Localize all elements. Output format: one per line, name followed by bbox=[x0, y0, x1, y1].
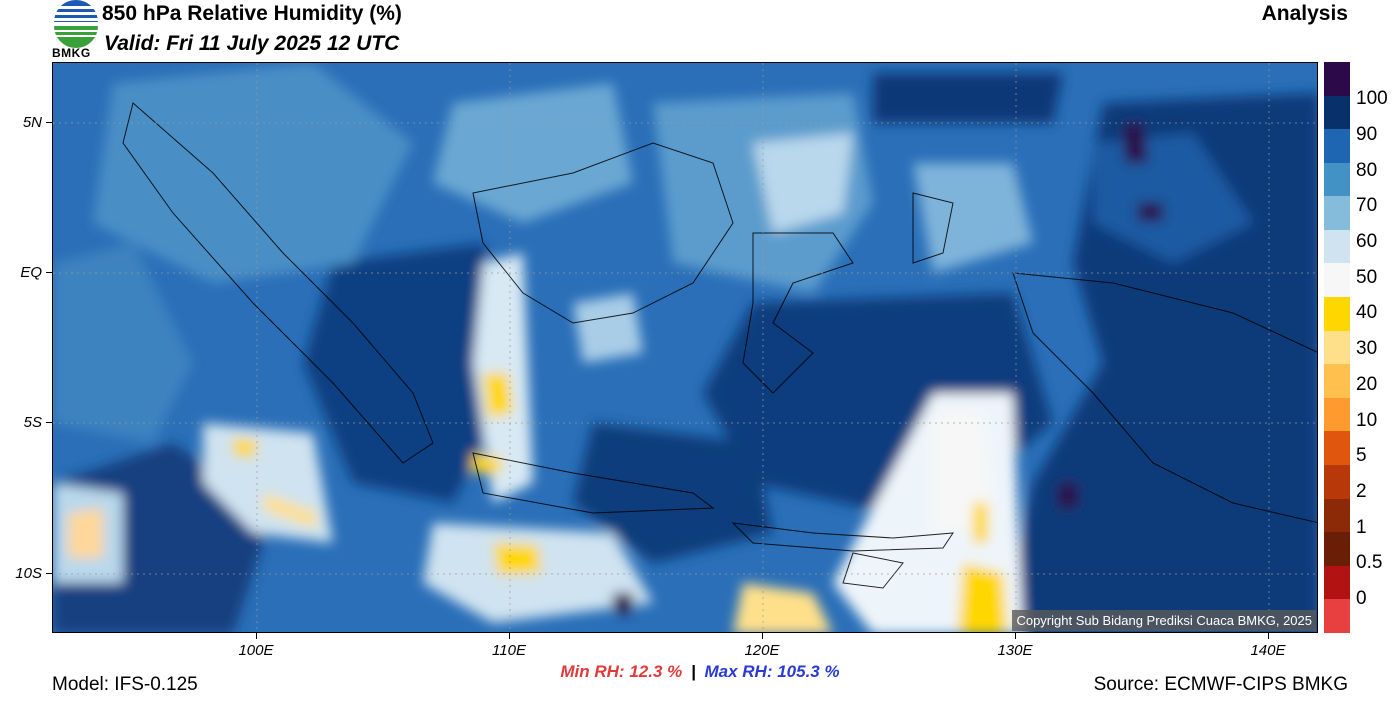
colorbar-segment bbox=[1324, 397, 1350, 432]
stats-separator: | bbox=[690, 662, 696, 681]
humidity-field bbox=[53, 63, 1317, 632]
colorbar-segment bbox=[1324, 62, 1350, 96]
colorbar-label: 60 bbox=[1356, 231, 1378, 252]
lon-tick bbox=[1015, 633, 1016, 639]
min-rh: Min RH: 12.3 % bbox=[560, 662, 683, 681]
lat-label-5s: 5S bbox=[23, 414, 42, 431]
colorbar-label: 80 bbox=[1356, 160, 1378, 181]
colorbar-segment bbox=[1324, 95, 1350, 130]
colorbar-label: 0.5 bbox=[1356, 552, 1383, 573]
lat-tick bbox=[46, 272, 52, 273]
valid-time: Valid: Fri 11 July 2025 12 UTC bbox=[104, 32, 400, 55]
lon-label-120e: 120E bbox=[744, 642, 780, 659]
colorbar-segment bbox=[1324, 129, 1350, 163]
lon-label-130e: 130E bbox=[997, 642, 1033, 659]
colorbar bbox=[1324, 62, 1350, 633]
map-title: 850 hPa Relative Humidity (%) bbox=[102, 2, 402, 25]
colorbar-segment bbox=[1324, 532, 1350, 566]
lon-label-110e: 110E bbox=[492, 642, 526, 659]
lat-label-eq: EQ bbox=[20, 264, 42, 281]
lon-label-100e: 100E bbox=[238, 642, 274, 659]
source-label: Source: ECMWF-CIPS BMKG bbox=[1093, 674, 1348, 695]
colorbar-segment bbox=[1324, 297, 1350, 331]
model-label: Model: IFS-0.125 bbox=[52, 674, 198, 695]
humidity-map bbox=[52, 62, 1318, 633]
lat-label-10s: 10S bbox=[15, 565, 42, 582]
lat-tick bbox=[46, 422, 52, 423]
bmkg-logo-icon bbox=[54, 0, 98, 48]
lon-label-140e: 140E bbox=[1250, 642, 1286, 659]
lon-tick bbox=[256, 633, 257, 639]
logo-text: BMKG bbox=[52, 46, 91, 60]
colorbar-label: 0 bbox=[1356, 588, 1367, 609]
colorbar-segment bbox=[1324, 565, 1350, 600]
colorbar-label: 30 bbox=[1356, 338, 1378, 359]
colorbar-label: 20 bbox=[1356, 374, 1378, 395]
colorbar-label: 70 bbox=[1356, 195, 1378, 216]
rh-stats: Min RH: 12.3 % | Max RH: 105.3 % bbox=[0, 662, 1400, 682]
colorbar-segment bbox=[1324, 196, 1350, 230]
colorbar-segment bbox=[1324, 599, 1350, 633]
colorbar-label: 5 bbox=[1356, 445, 1367, 466]
colorbar-label: 2 bbox=[1356, 481, 1367, 502]
lon-tick bbox=[762, 633, 763, 639]
lon-tick bbox=[509, 633, 510, 639]
colorbar-label: 10 bbox=[1356, 410, 1378, 431]
colorbar-label: 40 bbox=[1356, 302, 1378, 323]
bmkg-logo: BMKG bbox=[50, 0, 102, 62]
colorbar-segment bbox=[1324, 431, 1350, 465]
max-rh: Max RH: 105.3 % bbox=[704, 662, 840, 681]
colorbar-segment bbox=[1324, 364, 1350, 398]
lat-tick bbox=[46, 122, 52, 123]
colorbar-segment bbox=[1324, 330, 1350, 365]
colorbar-label: 50 bbox=[1356, 267, 1378, 288]
colorbar-label: 100 bbox=[1356, 88, 1388, 109]
colorbar-label: 90 bbox=[1356, 124, 1378, 145]
lat-label-5n: 5N bbox=[22, 114, 42, 131]
colorbar-segment bbox=[1324, 464, 1350, 499]
colorbar-segment bbox=[1324, 263, 1350, 298]
colorbar-segment bbox=[1324, 162, 1350, 197]
colorbar-label: 1 bbox=[1356, 517, 1367, 538]
lat-tick bbox=[46, 573, 52, 574]
colorbar-segment bbox=[1324, 498, 1350, 533]
colorbar-segment bbox=[1324, 229, 1350, 264]
copyright-notice: Copyright Sub Bidang Prediksi Cuaca BMKG… bbox=[1012, 610, 1316, 631]
lon-tick bbox=[1268, 633, 1269, 639]
run-type: Analysis bbox=[1261, 2, 1348, 25]
